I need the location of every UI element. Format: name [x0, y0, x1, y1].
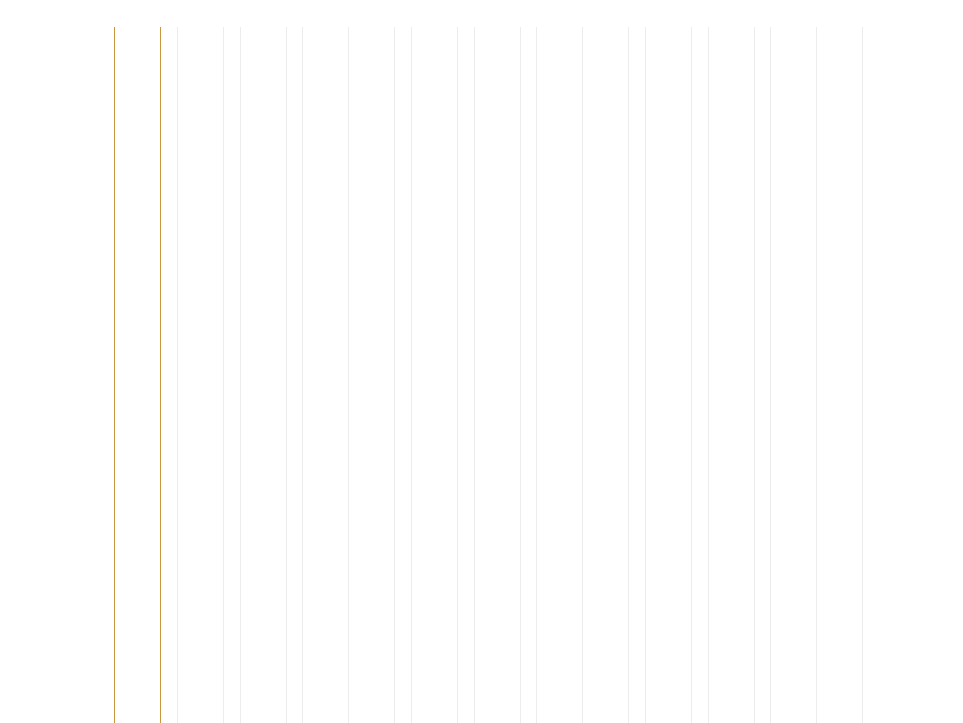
accent-line [160, 27, 161, 723]
grid-line [457, 27, 458, 723]
accent-line [114, 27, 115, 723]
grid-line [348, 27, 349, 723]
grid-line [816, 27, 817, 723]
grid-line [302, 27, 303, 723]
grid-line [708, 27, 709, 723]
grid-line [520, 27, 521, 723]
grid-line [770, 27, 771, 723]
grid-line [411, 27, 412, 723]
grid-line [754, 27, 755, 723]
grid-line [223, 27, 224, 723]
grid-line [691, 27, 692, 723]
grid-line [628, 27, 629, 723]
grid-line [582, 27, 583, 723]
grid-line [240, 27, 241, 723]
grid-line [536, 27, 537, 723]
grid-line [862, 27, 863, 723]
grid-line [286, 27, 287, 723]
grid-line [474, 27, 475, 723]
grid-line [177, 27, 178, 723]
grid-line [394, 27, 395, 723]
grid-line [645, 27, 646, 723]
